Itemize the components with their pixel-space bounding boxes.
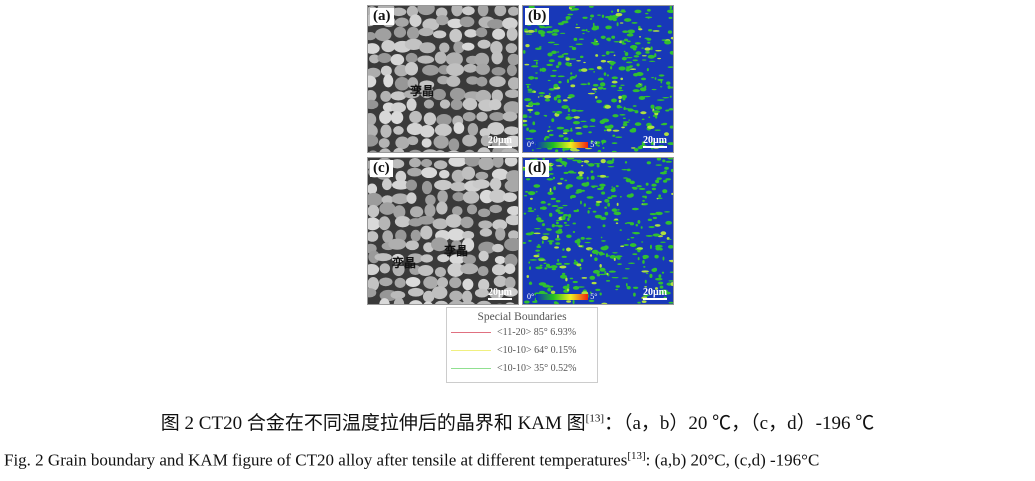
caption-text: : (a,b) 20°C, (c,d) -196°C [645,450,820,470]
panel-label: (d) [525,160,550,177]
legend-text: <10-10> 35° 0.52% [497,362,577,374]
caption-chinese: 图 2 CT20 合金在不同温度拉伸后的晶界和 KAM 图[13]：（a，b）2… [0,408,1035,435]
panel-label: (b) [525,8,550,25]
panel-b: (b) 0° 5° 20μm [522,5,674,153]
caption-text: ：（a，b）20 ℃，（c，d）-196 ℃ [604,413,875,434]
panel-label: (a) [370,8,394,25]
twin-annotation: 孪晶 [410,84,435,98]
legend-item: <11-20> 85° 6.93% [447,323,597,341]
scale-bar: 20μm [643,135,667,148]
panel-d: (d) 0° 5° 20μm [522,157,674,305]
scale-bar: 20μm [488,135,512,148]
twin-annotation: 孪晶 [392,256,417,270]
scale-bar: 20μm [643,287,667,300]
legend-title: Special Boundaries [477,311,567,323]
kam-image [523,158,673,304]
cbar-max: 5° [590,140,598,149]
cbar-max: 5° [590,292,598,301]
legend-text: <11-20> 85° 6.93% [497,326,577,338]
panel-c: (c) 孪晶 孪晶 20μm [367,157,519,305]
twin-annotation: 孪晶 [444,244,469,258]
reference: [13] [627,450,646,462]
scale-bar: 20μm [488,287,512,300]
panel-label: (c) [370,160,393,177]
cbar-min: 0° [527,140,535,149]
special-boundaries-legend: Special Boundaries <11-20> 85° 6.93% <10… [446,307,598,383]
kam-image [523,6,673,152]
legend-item: <10-10> 35° 0.52% [447,359,597,377]
grain-image [368,158,518,304]
caption-english: Fig. 2 Grain boundary and KAM figure of … [4,450,819,471]
cbar-min: 0° [527,292,535,301]
caption-text: 图 2 CT20 合金在不同温度拉伸后的晶界和 KAM 图 [160,413,586,434]
legend-text: <10-10> 64° 0.15% [497,344,577,356]
reference: [13] [585,412,604,425]
panel-a: (a) 孪晶 20μm [367,5,519,153]
grain-image [368,6,518,152]
colorbar: 0° 5° [527,140,597,149]
caption-text: Fig. 2 Grain boundary and KAM figure of … [4,450,628,470]
legend-item: <10-10> 64° 0.15% [447,341,597,359]
colorbar: 0° 5° [527,292,597,301]
